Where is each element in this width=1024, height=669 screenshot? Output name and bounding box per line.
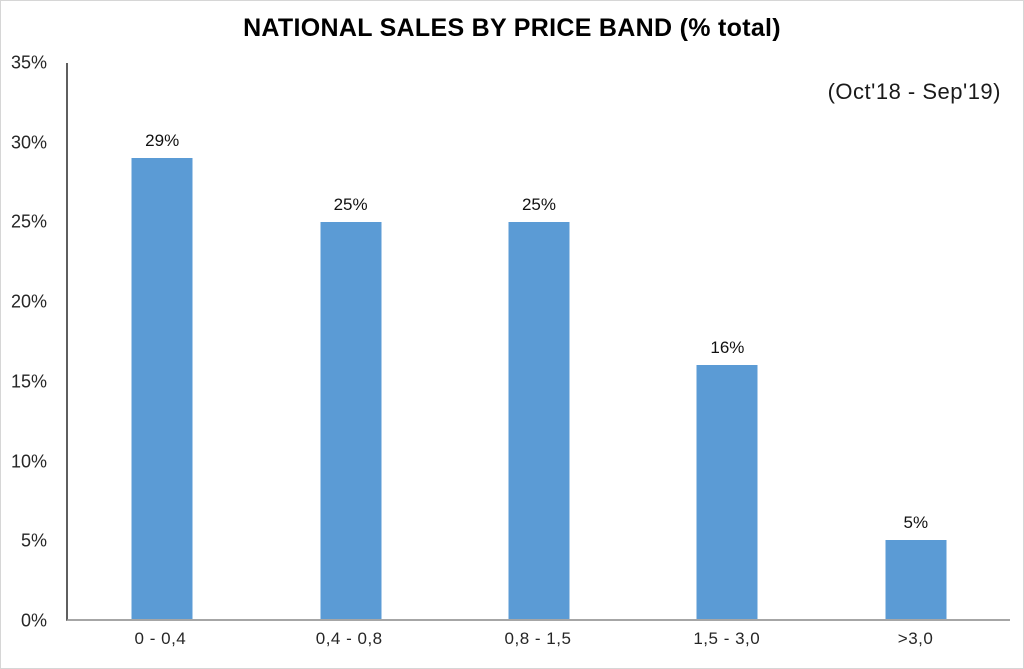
bar <box>696 364 758 619</box>
bar-data-label: 5% <box>903 512 929 532</box>
bar-band: 16% <box>633 63 821 619</box>
x-axis-category-label: 0 - 0,4 <box>134 629 187 648</box>
bar <box>131 158 193 619</box>
bar-data-label: 25% <box>333 194 368 214</box>
y-axis-tick-label: 5% <box>20 530 47 551</box>
y-axis-tick-label: 10% <box>10 451 47 472</box>
bar-data-label: 29% <box>145 131 180 151</box>
bar <box>320 221 382 619</box>
bar-band: 5% <box>822 63 1010 619</box>
bar-data-label: 25% <box>521 194 556 214</box>
y-axis-tick-label: 35% <box>10 52 47 73</box>
bar-data-label: 16% <box>710 337 745 357</box>
y-axis-tick-label: 25% <box>10 211 47 232</box>
bar-band: 25% <box>256 63 444 619</box>
y-axis-tick-label: 0% <box>20 610 47 631</box>
y-axis-tick-label: 15% <box>10 371 47 392</box>
y-axis-tick-label: 30% <box>10 132 47 153</box>
y-axis: 0% 5% 10% 15% 20% 25% 30% 35% <box>1 53 51 631</box>
plot-area: 29% 25% 25% 16% 5% <box>66 63 1010 621</box>
x-axis-category-label: 0,8 - 1,5 <box>504 629 572 648</box>
y-axis-tick-label: 20% <box>10 291 47 312</box>
x-axis: 0 - 0,4 0,4 - 0,8 0,8 - 1,5 1,5 - 3,0 >3,0 <box>66 629 1010 657</box>
x-axis-category-label: >3,0 <box>897 629 934 648</box>
x-axis-category-label: 1,5 - 3,0 <box>693 629 761 648</box>
bar <box>508 221 570 619</box>
bar-band: 29% <box>68 63 256 619</box>
bar-band: 25% <box>445 63 633 619</box>
chart-subtitle: (Oct'18 - Sep'19) <box>827 79 1001 104</box>
chart-title: NATIONAL SALES BY PRICE BAND (% total) <box>243 14 781 42</box>
x-axis-category-label: 0,4 - 0,8 <box>315 629 383 648</box>
bar <box>885 539 947 619</box>
